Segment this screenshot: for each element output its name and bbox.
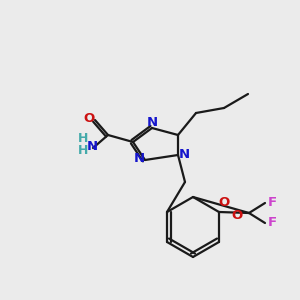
Text: O: O (218, 196, 230, 208)
Text: N: N (146, 116, 158, 128)
Text: O: O (83, 112, 94, 125)
Text: N: N (178, 148, 190, 160)
Text: H: H (78, 145, 88, 158)
Text: F: F (267, 217, 277, 230)
Text: F: F (267, 196, 277, 209)
Text: H: H (78, 131, 88, 145)
Text: N: N (86, 140, 98, 152)
Text: O: O (231, 209, 243, 222)
Text: N: N (134, 152, 145, 164)
